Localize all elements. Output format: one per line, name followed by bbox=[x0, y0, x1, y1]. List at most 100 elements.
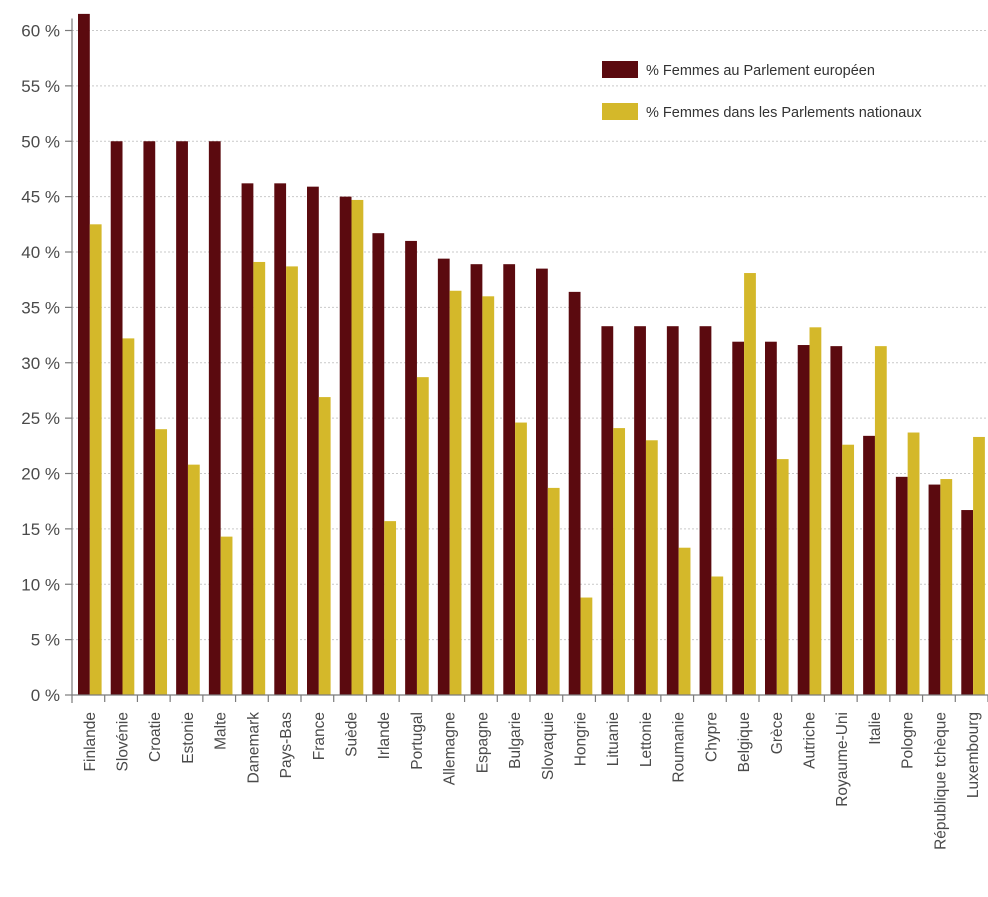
bar-eu-parliament bbox=[437, 258, 450, 695]
bar-eu-parliament bbox=[405, 240, 417, 696]
bar-national-parliament bbox=[940, 479, 953, 695]
legend-swatch-national-parliaments bbox=[602, 103, 638, 120]
gridlines bbox=[72, 30, 988, 641]
bar-national-parliament bbox=[351, 199, 364, 695]
bar-national-parliament bbox=[776, 459, 789, 695]
bar-eu-parliament bbox=[208, 141, 221, 695]
bar-eu-parliament bbox=[568, 291, 581, 695]
bar-national-parliament bbox=[286, 266, 298, 695]
x-category-label: Malte bbox=[213, 712, 230, 750]
y-tick-label: 30 % bbox=[21, 354, 60, 373]
y-tick-label: 25 % bbox=[21, 409, 60, 428]
bar-eu-parliament bbox=[110, 141, 123, 695]
x-category-label: Chypre bbox=[703, 712, 720, 762]
bar-national-parliament bbox=[89, 224, 102, 695]
y-tick-label: 15 % bbox=[21, 520, 60, 539]
y-tick-label: 45 % bbox=[21, 188, 60, 207]
bar-national-parliament bbox=[187, 464, 200, 695]
bar-eu-parliament bbox=[895, 476, 908, 695]
x-category-label: Danemark bbox=[245, 712, 262, 784]
bar-eu-parliament bbox=[176, 141, 188, 695]
bar-eu-parliament bbox=[307, 186, 319, 695]
bar-eu-parliament bbox=[78, 13, 90, 695]
bar-eu-parliament bbox=[339, 196, 352, 695]
x-category-label: Hongrie bbox=[573, 712, 590, 766]
y-tick-label: 55 % bbox=[21, 77, 60, 96]
x-category-label: Pays-Bas bbox=[278, 712, 295, 779]
x-category-label: Roumanie bbox=[671, 712, 688, 783]
bar-national-parliament bbox=[253, 261, 266, 695]
bar-eu-parliament bbox=[732, 341, 745, 695]
bar-eu-parliament bbox=[634, 326, 646, 695]
bars bbox=[78, 13, 985, 696]
x-category-label: Autriche bbox=[802, 712, 819, 769]
x-category-label: Lettonie bbox=[638, 712, 655, 767]
bar-national-parliament bbox=[155, 429, 168, 695]
x-category-label: Irlande bbox=[376, 712, 393, 759]
y-axis-ticks: 0 % 5 % 10 % 15 % 20 % 25 % 30 % 35 % 40 % 45 % 50… bbox=[21, 22, 72, 705]
bar-eu-parliament bbox=[470, 264, 483, 695]
bar-eu-parliament bbox=[699, 326, 712, 695]
bar-eu-parliament bbox=[830, 346, 843, 695]
x-category-label: Lituanie bbox=[605, 712, 622, 766]
bar-national-parliament bbox=[711, 576, 724, 695]
x-category-label: Espagne bbox=[474, 712, 491, 773]
bar-national-parliament bbox=[449, 290, 462, 695]
bar-national-parliament bbox=[613, 428, 626, 695]
bar-national-parliament bbox=[318, 397, 331, 695]
x-category-label: Grèce bbox=[769, 712, 786, 754]
y-tick-label: 10 % bbox=[21, 575, 60, 594]
bar-national-parliament bbox=[220, 536, 233, 695]
x-category-label: Croatie bbox=[147, 712, 164, 762]
x-category-label: France bbox=[311, 712, 328, 760]
bar-national-parliament bbox=[580, 597, 593, 695]
y-tick-label: 35 % bbox=[21, 298, 60, 317]
bar-eu-parliament bbox=[143, 141, 156, 695]
bar-national-parliament bbox=[842, 444, 855, 695]
bar-eu-parliament bbox=[241, 183, 254, 695]
x-category-label: Estonie bbox=[180, 712, 197, 764]
x-category-label: Slovénie bbox=[115, 712, 132, 771]
bar-national-parliament bbox=[744, 273, 756, 695]
x-category-label: Belgique bbox=[736, 712, 753, 772]
legend-label-eu-parliament: % Femmes au Parlement européen bbox=[646, 63, 875, 79]
x-category-label: Portugal bbox=[409, 712, 426, 770]
bar-national-parliament bbox=[678, 547, 691, 695]
bar-national-parliament bbox=[515, 422, 527, 695]
bar-eu-parliament bbox=[601, 326, 614, 695]
y-tick-label: 50 % bbox=[21, 132, 60, 151]
bar-eu-parliament bbox=[765, 341, 777, 695]
bar-national-parliament bbox=[384, 521, 397, 695]
bar-eu-parliament bbox=[797, 345, 810, 695]
legend-swatch-eu-parliament bbox=[602, 61, 638, 78]
x-category-label: Luxembourg bbox=[965, 712, 982, 798]
legend: % Femmes au Parlement européen % Femmes … bbox=[602, 61, 922, 121]
x-category-label: Slovaquie bbox=[540, 712, 557, 780]
y-tick-label: 20 % bbox=[21, 465, 60, 484]
bar-eu-parliament bbox=[961, 510, 974, 695]
bar-eu-parliament bbox=[928, 484, 941, 695]
bar-eu-parliament bbox=[274, 183, 287, 695]
bar-national-parliament bbox=[416, 377, 429, 695]
bar-national-parliament bbox=[122, 338, 135, 695]
bar-eu-parliament bbox=[503, 264, 516, 695]
bar-national-parliament bbox=[645, 440, 658, 695]
y-tick-label: 60 % bbox=[21, 22, 60, 41]
bar-eu-parliament bbox=[666, 326, 679, 695]
y-tick-label: 0 % bbox=[31, 686, 60, 705]
bar-national-parliament bbox=[809, 327, 822, 695]
x-category-label: Finlande bbox=[82, 712, 99, 771]
x-category-label: Italie bbox=[867, 712, 884, 745]
bar-national-parliament bbox=[874, 346, 887, 695]
x-category-label: République tchèque bbox=[932, 712, 949, 850]
x-category-label: Pologne bbox=[900, 712, 917, 769]
x-category-label: Bulgarie bbox=[507, 712, 524, 769]
x-category-label: Royaume-Uni bbox=[834, 712, 851, 807]
bar-national-parliament bbox=[482, 296, 495, 695]
x-category-label: Suède bbox=[344, 712, 361, 757]
x-category-label: Allemagne bbox=[442, 712, 459, 785]
y-tick-label: 5 % bbox=[31, 631, 60, 650]
y-tick-label: 40 % bbox=[21, 243, 60, 262]
legend-label-national-parliaments: % Femmes dans les Parlements nationaux bbox=[646, 105, 922, 121]
